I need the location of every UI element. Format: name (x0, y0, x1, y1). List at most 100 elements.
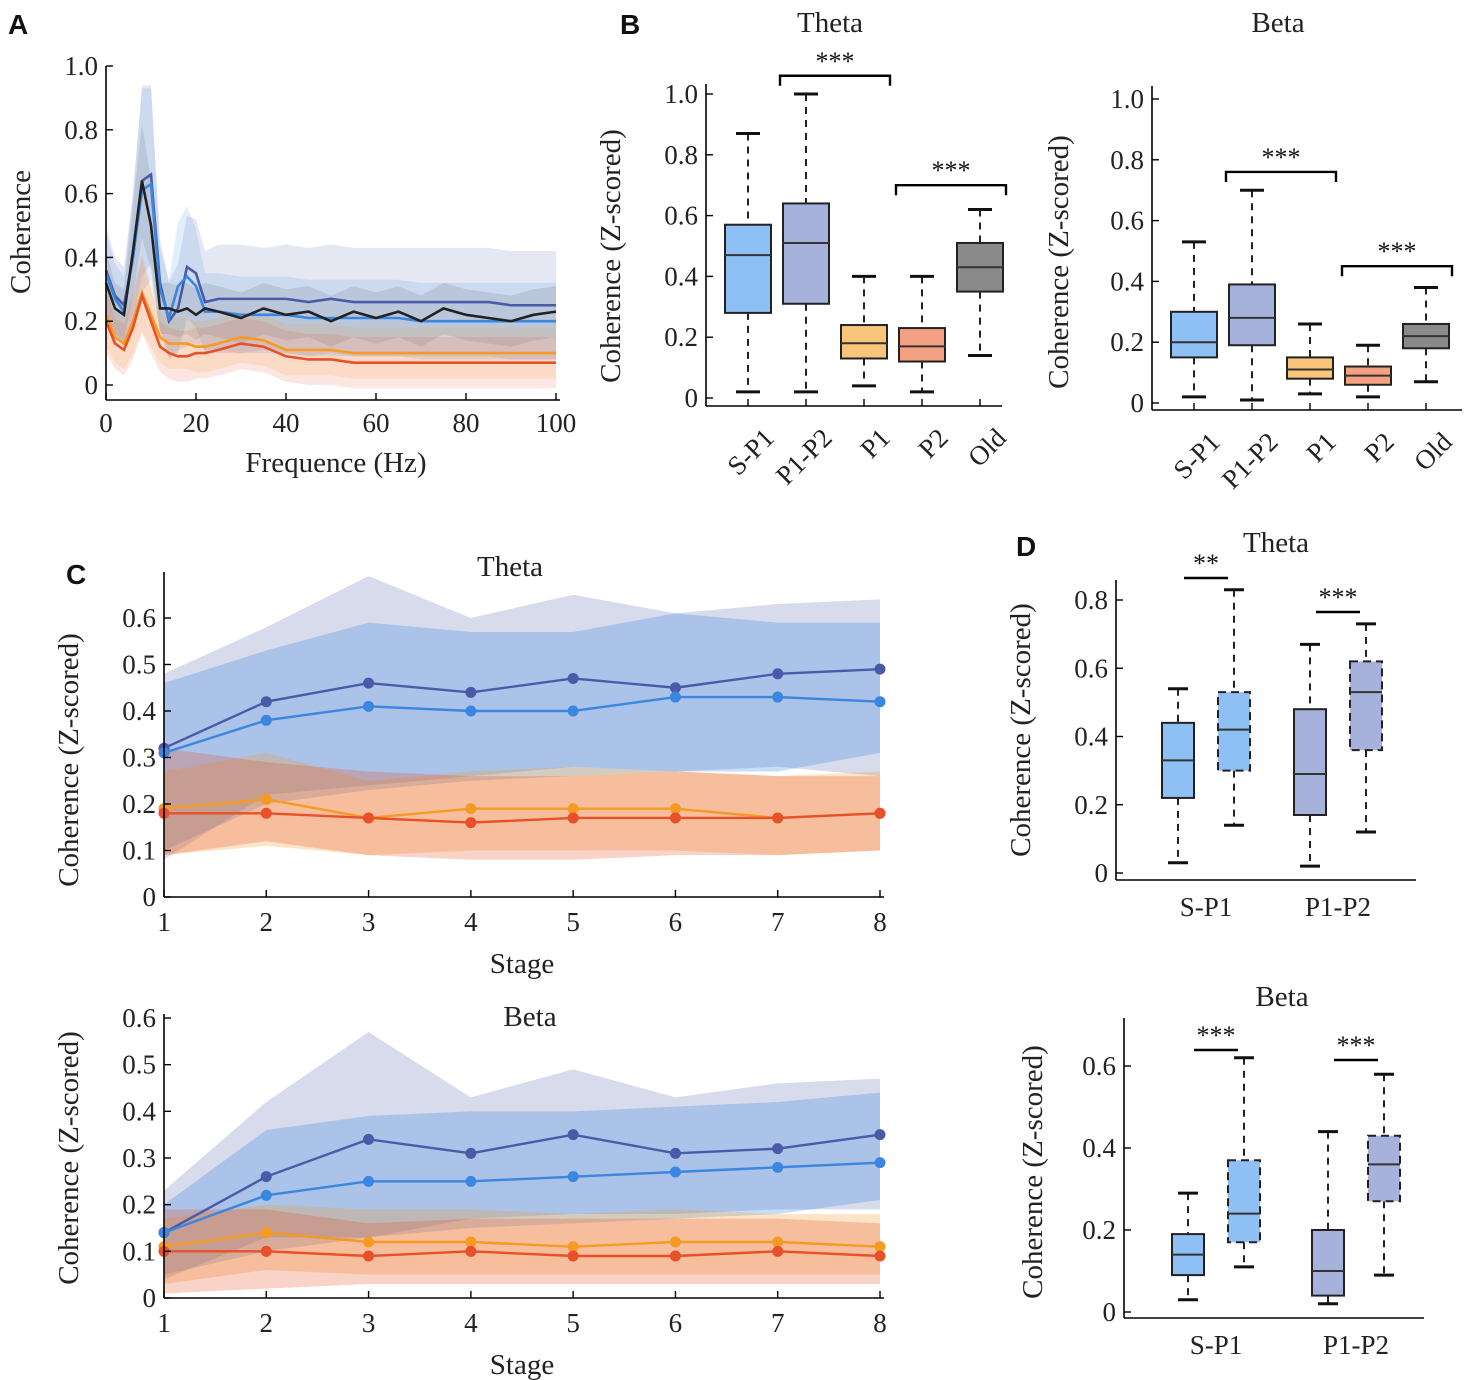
series-line-p1 (104, 288, 556, 355)
category-label: P1 (1300, 427, 1341, 468)
data-point-p1 (669, 803, 681, 815)
box-solid (1311, 1229, 1345, 1297)
significance-label: ** (1193, 549, 1219, 578)
box-chart-y-tick-label: 1.0 (1110, 84, 1144, 114)
line-chart-y-tick-label: 0.1 (122, 1236, 156, 1266)
x-axis-label: Stage (490, 1349, 554, 1380)
significance-label: *** (1262, 143, 1301, 172)
line-chart-y-tick-label: 0.2 (122, 1190, 156, 1220)
chart-title: Beta (503, 1001, 556, 1033)
line-chart-y-tick-label: 0 (143, 882, 157, 912)
line-chart-x-tick-label: 8 (873, 907, 887, 937)
y-axis-label: Coherence (Z-scored) (1017, 1045, 1049, 1299)
panel-a-x-tick-label: 40 (273, 408, 300, 438)
line-chart-x-tick-label: 4 (464, 907, 478, 937)
y-axis-label: Coherence (Z-scored) (53, 1031, 85, 1285)
band-s-p1 (106, 88, 556, 360)
data-point-p1 (260, 793, 272, 805)
data-point-s-p1 (260, 1189, 272, 1201)
panel-a-y-tick-label: 0.8 (64, 115, 98, 145)
data-point-p1-p2 (363, 1133, 375, 1145)
box-chart-y-tick-label: 0 (1131, 388, 1145, 418)
panel-c-theta-chart: 0 0.1 0.2 0.3 0.4 0.5 0.6 1 2 3 4 5 6 7 8 Theta Stage Coh… (53, 551, 887, 980)
category-label: S-P1 (721, 423, 779, 481)
line-chart-x-tick-label: 3 (362, 1308, 376, 1338)
significance-bracket (1224, 170, 1338, 182)
box-chart-y-tick-label: 0.4 (664, 261, 698, 291)
series-line-p2 (164, 1250, 881, 1258)
band-s-p1 (164, 1092, 880, 1275)
line-chart-y-tick-label: 0.3 (122, 1143, 156, 1173)
data-point-p2 (874, 1250, 886, 1262)
data-point-s-p1 (669, 691, 681, 703)
data-point-p2 (669, 812, 681, 824)
data-point-p2 (363, 1250, 375, 1262)
category-label: P1-P2 (1323, 1330, 1389, 1360)
box-chart-y-tick-label: 1.0 (664, 79, 698, 109)
data-point-s-p1 (363, 1175, 375, 1187)
paired-box-y-tick-label: 0 (1095, 858, 1109, 888)
data-point-p1 (772, 1236, 784, 1248)
chart-title: Theta (1243, 527, 1309, 559)
panel-letter-d: D (1016, 531, 1036, 562)
band-old (106, 123, 556, 347)
data-point-p2 (567, 812, 579, 824)
x-axis-label: Stage (490, 948, 554, 980)
y-axis-label: Coherence (Z-scored) (53, 633, 85, 887)
paired-box-y-tick-label: 0.4 (1082, 1133, 1116, 1163)
data-point-p1 (465, 1236, 477, 1248)
chart-title: Beta (1251, 7, 1304, 39)
significance-label: *** (1319, 583, 1358, 612)
y-axis-label: Coherence (Z-scored) (595, 129, 627, 383)
data-point-p2 (363, 812, 375, 824)
series-line-p2 (164, 812, 881, 824)
line-chart-y-tick-label: 0.3 (122, 743, 156, 773)
paired-box-y-tick-label: 0.6 (1082, 1051, 1116, 1081)
line-chart-x-tick-label: 1 (157, 907, 171, 937)
line-chart-y-tick-label: 0 (143, 1283, 157, 1313)
paired-box-y-tick-label: 0.4 (1074, 722, 1108, 752)
category-label: S-P1 (1167, 427, 1225, 485)
panel-letter-a: A (8, 9, 28, 40)
line-chart-x-tick-label: 7 (771, 1308, 785, 1338)
line-chart-y-tick-label: 0.4 (122, 696, 156, 726)
data-point-p1-p2 (465, 1147, 477, 1159)
data-point-p1-p2 (772, 668, 784, 680)
significance-label: *** (1378, 237, 1417, 266)
data-point-p1-p2 (260, 696, 272, 708)
line-chart-x-tick-label: 6 (669, 907, 683, 937)
series-line-s-p1 (163, 1161, 881, 1234)
box-chart-y-tick-label: 0.6 (664, 201, 698, 231)
line-chart-y-tick-label: 0.5 (122, 1050, 156, 1080)
panel-d-theta-chart: Theta 0 0.2 0.4 0.6 0.8 ** S-P1 *** P1-P2 Coherenc… (1005, 527, 1416, 922)
panel-letter-c: C (66, 559, 86, 590)
line-chart-x-tick-label: 5 (566, 1308, 580, 1338)
data-point-p1-p2 (567, 1129, 579, 1141)
box-chart-y-tick-label: 0.8 (1110, 145, 1144, 175)
line-chart-y-tick-label: 0.5 (122, 650, 156, 680)
line-chart-y-tick-label: 0.6 (122, 1003, 156, 1033)
panel-d-beta-chart: Beta 0 0.2 0.4 0.6 *** S-P1 *** P1-P2 Coherence (… (1017, 981, 1424, 1360)
data-point-p2 (567, 1250, 579, 1262)
data-point-p1 (260, 1227, 272, 1239)
series-line-p1-p2 (163, 1133, 881, 1234)
panel-a-y-label: Coherence (5, 170, 37, 294)
data-point-p1-p2 (772, 1143, 784, 1155)
box-dashed (1227, 1159, 1261, 1244)
box-p1 (840, 324, 888, 360)
panel-a-y-tick-label: 0.2 (64, 306, 98, 336)
significance-label: *** (932, 156, 971, 185)
line-chart-x-tick-label: 2 (260, 1308, 274, 1338)
box-solid (1293, 708, 1327, 816)
data-point-s-p1 (772, 1161, 784, 1173)
panel-a-x-label: Frequence (Hz) (245, 447, 426, 479)
box-dashed (1349, 660, 1383, 752)
box-chart-y-tick-label: 0 (685, 383, 699, 413)
data-point-p1 (567, 803, 579, 815)
band-p1-p2 (164, 576, 880, 860)
data-point-s-p1 (874, 1157, 886, 1169)
band-p2 (106, 257, 556, 389)
data-point-s-p1 (363, 700, 375, 712)
box-p1-p2 (782, 202, 830, 305)
